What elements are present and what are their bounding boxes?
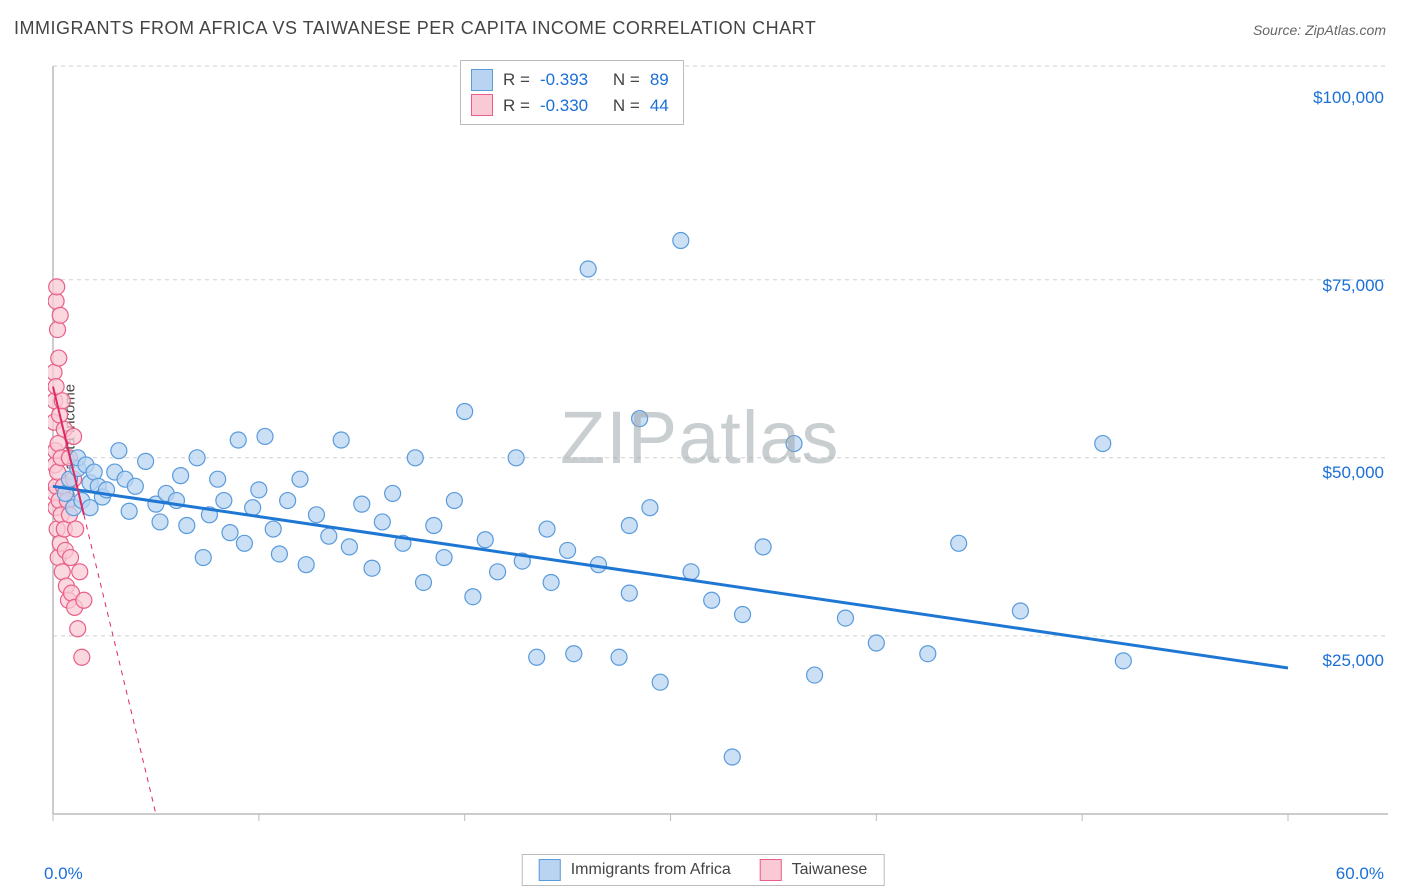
source-name: ZipAtlas.com	[1305, 22, 1386, 38]
source-prefix: Source:	[1253, 22, 1305, 38]
r-label-2: R =	[503, 93, 530, 119]
x-tick-0: 0.0%	[44, 864, 83, 884]
n-value-2: 44	[650, 93, 669, 119]
chart-title: IMMIGRANTS FROM AFRICA VS TAIWANESE PER …	[14, 18, 816, 39]
source-attribution: Source: ZipAtlas.com	[1253, 22, 1386, 38]
watermark: ZIPatlas	[560, 395, 839, 480]
chart-container: IMMIGRANTS FROM AFRICA VS TAIWANESE PER …	[0, 0, 1406, 892]
n-label-1: N =	[613, 67, 640, 93]
swatch-africa	[471, 69, 493, 91]
legend-swatch-taiwanese	[760, 859, 782, 881]
legend-label-taiwanese: Taiwanese	[792, 861, 868, 879]
y-tick-100k: $100,000	[1313, 88, 1384, 108]
n-label-2: N =	[613, 93, 640, 119]
watermark-atlas: atlas	[678, 396, 839, 479]
watermark-zip: ZIP	[560, 396, 678, 479]
correlation-row-taiwanese: R = -0.330 N = 44	[471, 93, 669, 119]
series-legend: Immigrants from Africa Taiwanese	[522, 854, 885, 886]
y-tick-75k: $75,000	[1323, 276, 1384, 296]
y-tick-25k: $25,000	[1323, 651, 1384, 671]
n-value-1: 89	[650, 67, 669, 93]
r-value-1: -0.393	[540, 67, 588, 93]
legend-label-africa: Immigrants from Africa	[571, 861, 731, 879]
r-label-1: R =	[503, 67, 530, 93]
legend-swatch-africa	[539, 859, 561, 881]
y-tick-50k: $50,000	[1323, 463, 1384, 483]
swatch-taiwanese	[471, 94, 493, 116]
x-tick-60: 60.0%	[1336, 864, 1384, 884]
r-value-2: -0.330	[540, 93, 588, 119]
correlation-legend: R = -0.393 N = 89 R = -0.330 N = 44	[460, 60, 684, 125]
correlation-row-africa: R = -0.393 N = 89	[471, 67, 669, 93]
